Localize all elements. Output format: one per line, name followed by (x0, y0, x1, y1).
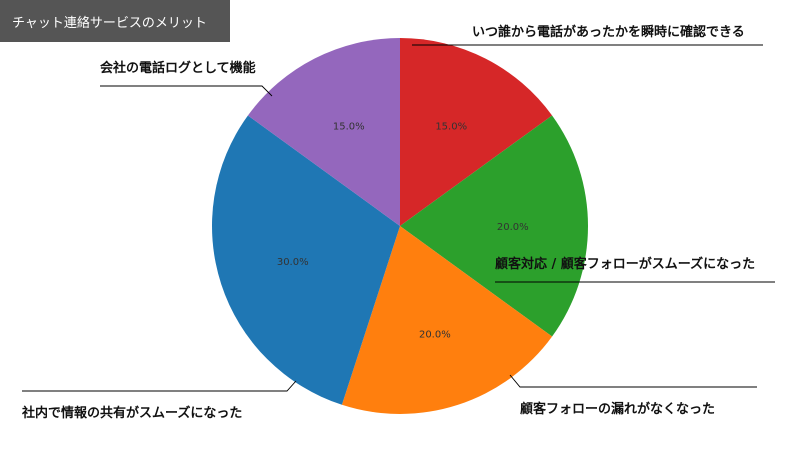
slice-category-label-1: 顧客対応 / 顧客フォローがスムーズになった (495, 256, 755, 272)
leader-line-4 (100, 85, 273, 97)
pie-slice-pct-label-4: 15.0% (333, 121, 365, 132)
pie-slice-2 (341, 226, 553, 414)
slice-category-label-4: 会社の電話ログとして機能 (100, 60, 256, 76)
pie-slice-pct-label-2: 20.0% (419, 329, 451, 340)
chart-title: チャット連絡サービスのメリット (0, 0, 230, 42)
pie-slice-4 (247, 37, 400, 226)
pie-slice-0 (400, 38, 553, 226)
pie-slice-3 (212, 115, 400, 405)
slice-category-label-0: いつ誰から電話があったかを瞬時に確認できる (472, 24, 745, 40)
pie-slice-pct-label-3: 30.0% (277, 257, 309, 268)
pie-slice-1 (400, 115, 589, 337)
pie-slice-pct-label-1: 20.0% (497, 222, 529, 233)
slice-category-label-2: 顧客フォローの漏れがなくなった (520, 401, 715, 417)
leader-line-3 (22, 380, 297, 392)
slice-category-label-3: 社内で情報の共有がスムーズになった (21, 405, 242, 421)
pie-slice-pct-label-0: 15.0% (435, 121, 467, 132)
leader-line-2 (509, 374, 757, 388)
